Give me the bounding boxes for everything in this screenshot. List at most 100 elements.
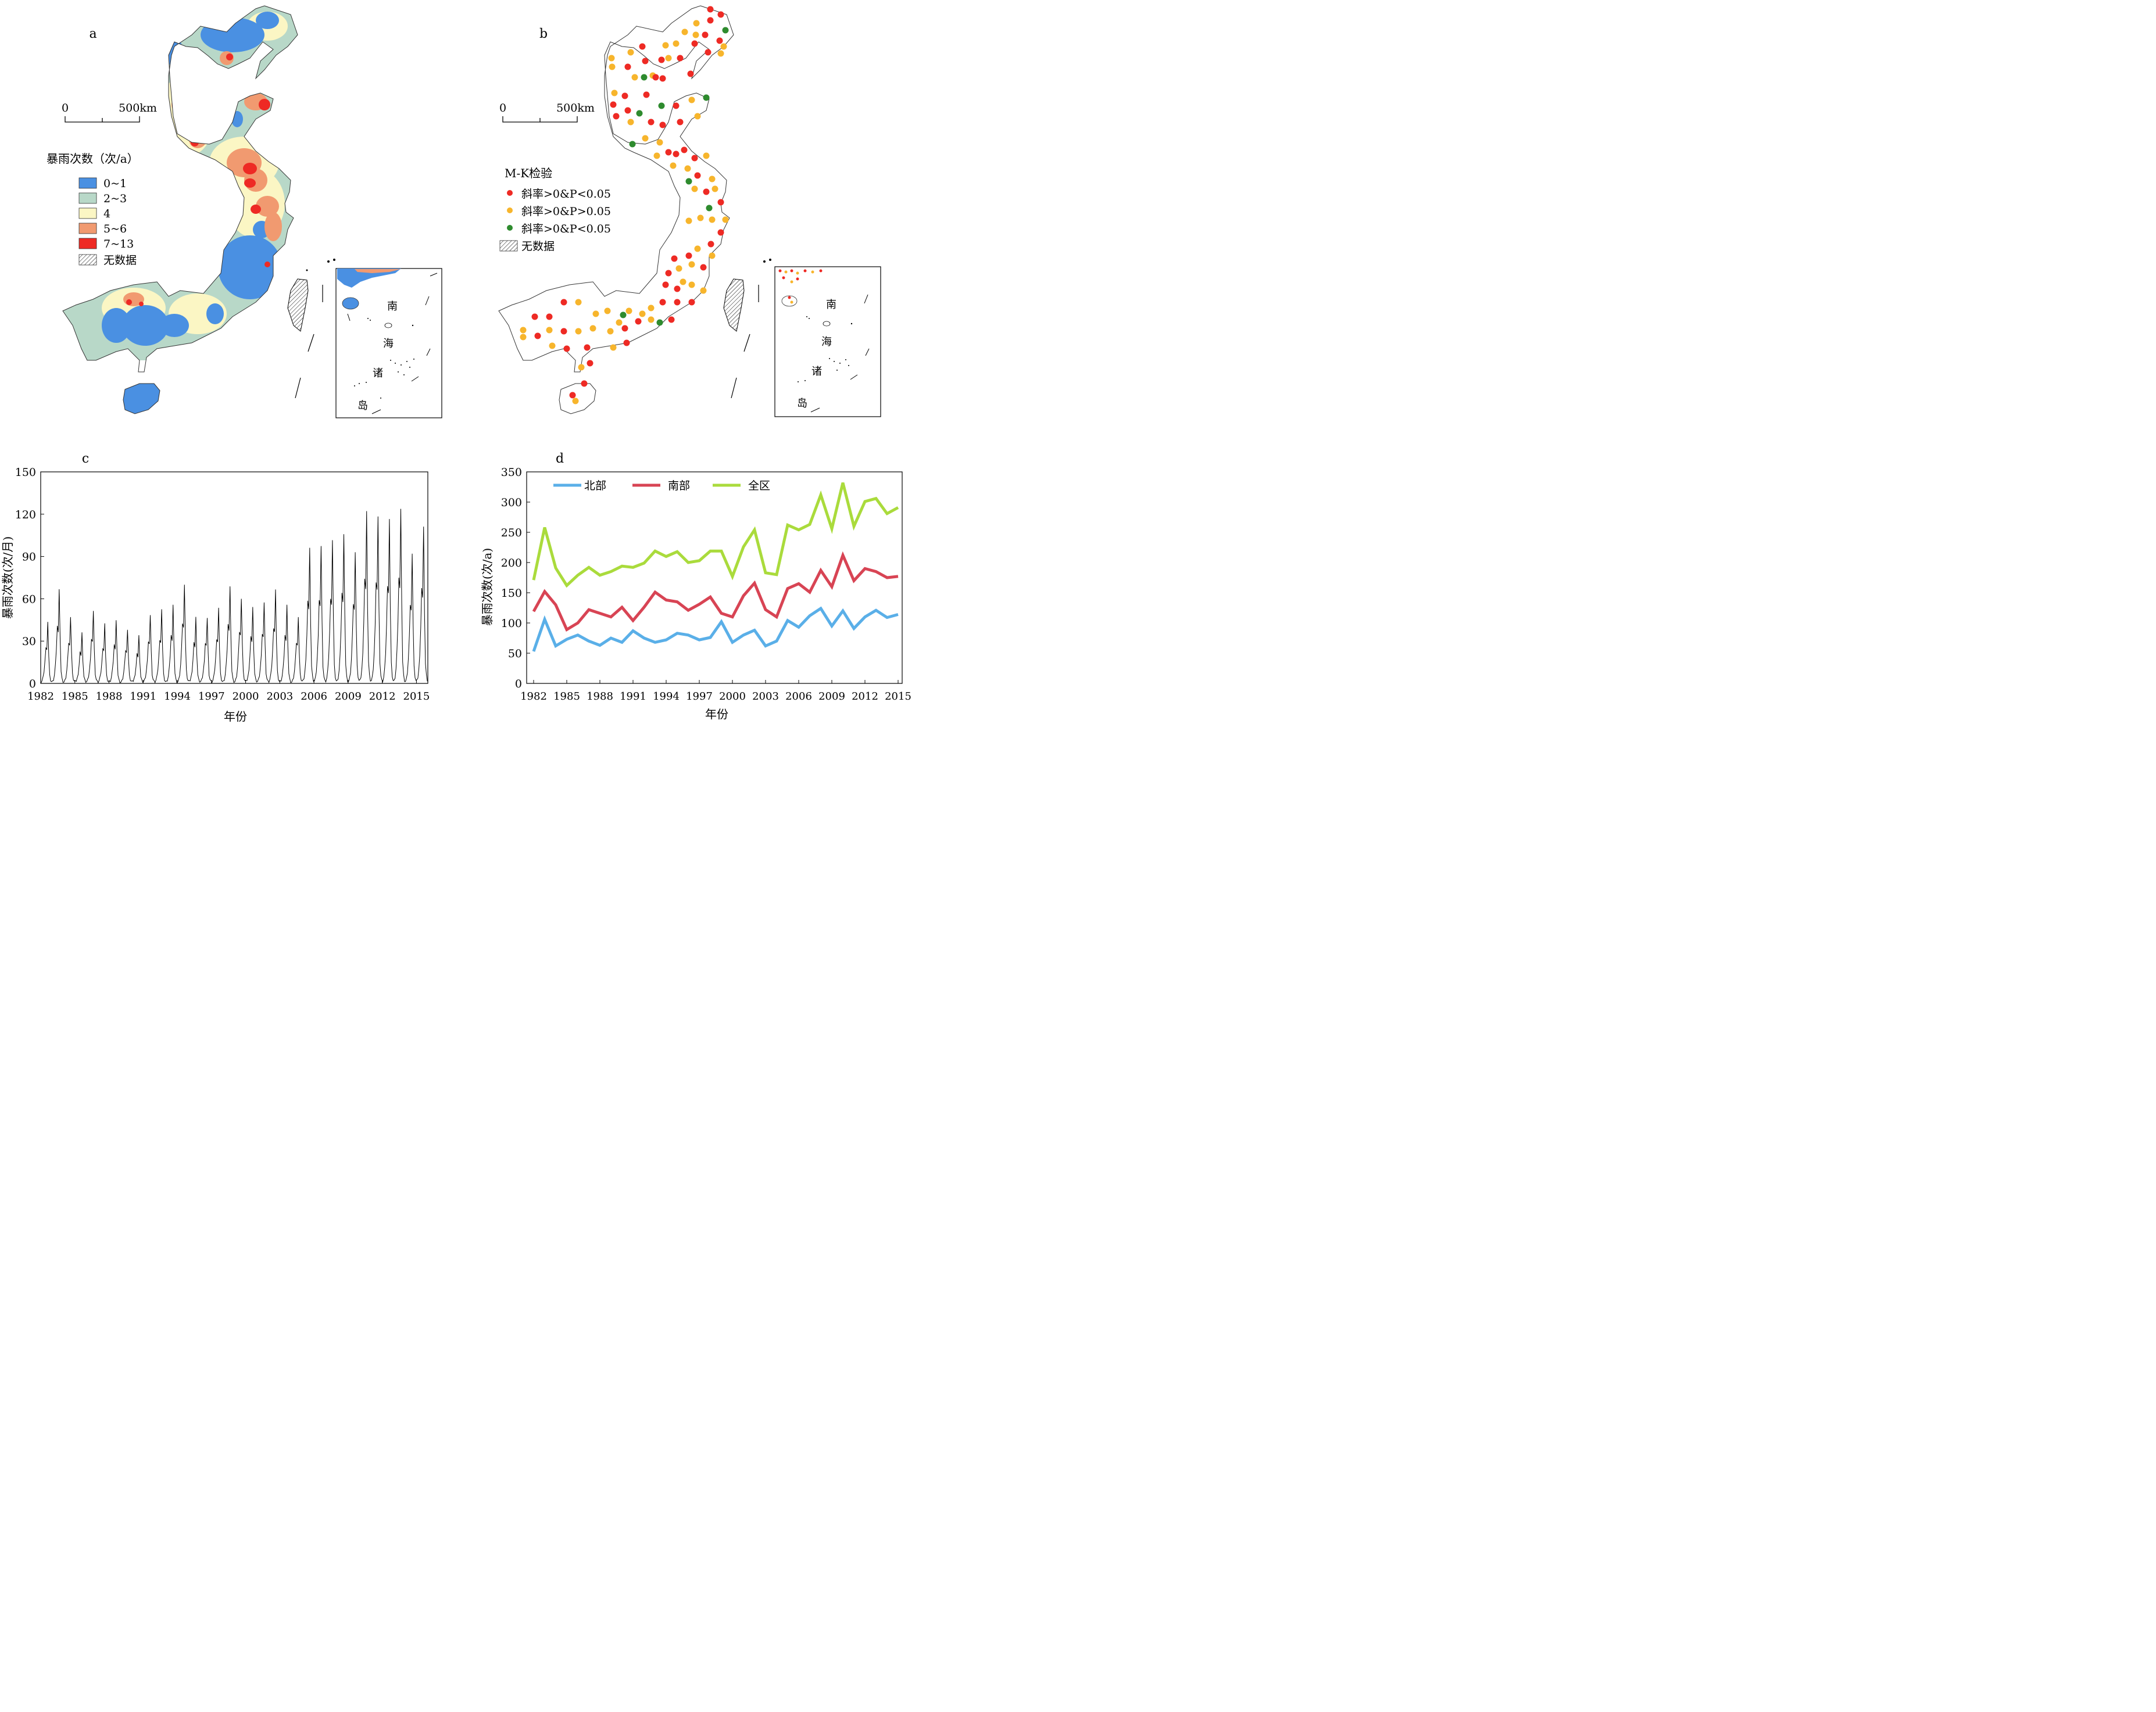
panel-c-y-tick-label-2: 60 (22, 593, 36, 606)
panel-a-legend-label-1: 2~3 (103, 192, 127, 205)
station-dot-93 (648, 316, 655, 323)
station-dot-4 (722, 27, 729, 34)
station-dot-18 (665, 55, 672, 62)
panel-c-y-axis: 0 30 60 90 120 150 (15, 466, 44, 690)
panel-c-x-tick-label-6: 2000 (233, 690, 259, 703)
station-dot-49 (665, 149, 672, 156)
panel-c-y-tick-label-3: 90 (22, 551, 36, 564)
station-dot-116 (587, 360, 593, 367)
station-dot-53 (691, 155, 698, 162)
panel-c-plot-frame (40, 471, 428, 684)
station-dot-7 (692, 31, 699, 38)
panel-a-legend-item-1: 2~3 (78, 192, 127, 205)
station-dot-98 (575, 299, 582, 306)
panel-b-legend-label-1: 斜率>0&P>0.05 (521, 205, 611, 218)
panel-d-x-tick-label-8: 2006 (785, 690, 812, 703)
panel-d-x-tick-label-10: 2012 (852, 690, 878, 703)
station-dot-15 (609, 63, 616, 70)
station-dot-6 (702, 31, 709, 38)
station-dot-39 (624, 107, 631, 114)
station-dot-56 (684, 165, 691, 172)
panel-a-legend-item-0: 0~1 (78, 177, 127, 190)
panel-d-x-tick-label-0: 1982 (520, 690, 547, 703)
panel-d-x-tick-label-6: 2000 (719, 690, 746, 703)
panel-a-legend-title: 暴雨次数（次/a） (47, 152, 139, 166)
panel-a-inset-label-4: 岛 (357, 400, 368, 412)
panel-d-legend-item-2: 全区 (713, 479, 770, 492)
station-dot-111 (623, 339, 630, 346)
panel-b-inset-label-1: 南 (826, 299, 836, 311)
panel-c-x-tick-label-1: 1985 (62, 690, 88, 703)
station-dot-30 (611, 89, 618, 96)
station-dot-85 (674, 299, 681, 306)
panel-c-x-tick-label-10: 2012 (369, 690, 396, 703)
station-dot-74 (675, 265, 682, 272)
station-dot-72 (685, 252, 692, 259)
panel-d-y-axis: 0 50 100 150 200 250 300 350 (501, 466, 530, 690)
panel-a-legend-label-2: 4 (103, 207, 110, 220)
station-dot-67 (709, 216, 716, 223)
panel-b-scalebar-end: 500km (556, 102, 595, 114)
panel-d-x-tick-label-9: 2009 (818, 690, 845, 703)
panel-b-legend-label-0: 斜率>0&P<0.05 (521, 188, 611, 200)
panel-d-y-tick-label-5: 250 (501, 527, 522, 539)
panel-b-map: 南 海 诸 岛 (498, 5, 881, 417)
station-dot-2 (693, 20, 700, 27)
panel-a-legend-label-3: 5~6 (103, 223, 127, 235)
panel-b-legend-item-2: 斜率>0&P<0.05 (507, 223, 611, 235)
panel-c-x-tick-label-2: 1988 (96, 690, 123, 703)
station-dot-96 (604, 307, 611, 314)
station-dot-91 (620, 311, 627, 318)
panel-d-y-label: 暴雨次数(次/a) (480, 548, 494, 626)
station-dot-120 (572, 397, 579, 404)
station-dot-59 (685, 178, 692, 185)
station-dot-19 (677, 55, 684, 62)
station-dot-100 (546, 313, 553, 320)
panel-c-x-tick-label-0: 1982 (27, 690, 54, 703)
panel-b-label: b (539, 27, 548, 41)
panel-b-legend-label-2: 斜率>0&P<0.05 (521, 223, 611, 235)
panel-d-x-axis: 1982 1985 1988 1991 1994 1997 2000 2003 2006 2009… (520, 680, 911, 703)
panel-b-inset-label-2: 海 (821, 336, 832, 348)
panel-d-x-tick-label-1: 1985 (553, 690, 580, 703)
station-dot-25 (641, 74, 648, 81)
station-dot-103 (534, 332, 541, 339)
station-dot-114 (549, 342, 556, 349)
station-dot-37 (703, 94, 710, 101)
panel-d-legend-item-1: 南部 (632, 479, 690, 492)
station-dot-87 (648, 305, 655, 311)
station-dot-104 (546, 327, 553, 334)
panel-a-label: a (89, 27, 96, 41)
panel-a-legend-item-2: 4 (78, 207, 110, 220)
panel-b-inset-label-3: 诸 (811, 366, 822, 378)
panel-b-legend: M-K检验 斜率>0&P<0.05 斜率>0&P>0.05 斜率>0&P<0.0… (499, 166, 611, 253)
station-dot-0 (707, 6, 714, 13)
station-dot-82 (688, 281, 695, 288)
station-dot-68 (722, 216, 729, 223)
station-dot-11 (658, 56, 665, 63)
panel-d-x-tick-label-5: 1997 (686, 690, 713, 703)
station-dot-63 (717, 199, 724, 206)
panel-a-legend-item-3: 5~6 (78, 223, 127, 235)
station-dot-118 (581, 380, 588, 387)
panel-b-scalebar: 0 500km (499, 102, 595, 123)
panel-d-y-tick-label-3: 150 (501, 587, 522, 600)
station-dot-106 (575, 328, 582, 335)
station-dot-20 (691, 40, 698, 47)
station-dot-22 (720, 43, 727, 50)
panel-d-y-tick-label-0: 0 (515, 678, 522, 690)
panel-b-scalebar-start: 0 (499, 102, 506, 114)
station-dot-23 (717, 50, 724, 57)
station-dot-55 (670, 162, 677, 169)
station-dot-84 (659, 299, 666, 306)
panel-d-series-line-1 (532, 551, 899, 632)
panel-c-y-tick-label-5: 150 (15, 466, 36, 479)
station-dot-54 (703, 152, 710, 159)
panel-c: c 0 30 60 90 120 150 1982 1985 1988 1991 1994 1997… (1, 452, 430, 724)
panel-c-label: c (82, 452, 89, 466)
station-dot-79 (662, 281, 669, 288)
panel-a-scalebar: 0 500km (62, 102, 157, 123)
panel-c-x-tick-label-7: 2003 (266, 690, 293, 703)
station-dot-108 (607, 328, 614, 335)
panel-b-legend-label-3: 无数据 (521, 240, 555, 253)
